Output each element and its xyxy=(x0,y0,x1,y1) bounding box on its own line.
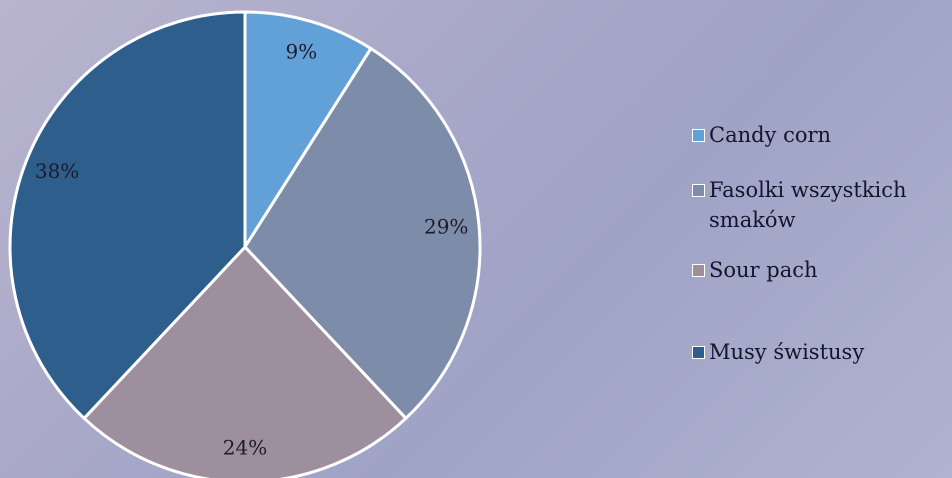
legend-swatch xyxy=(692,184,705,197)
legend-item: Fasolki wszystkich smaków xyxy=(692,175,950,235)
pie-slice xyxy=(82,244,408,478)
legend-swatch xyxy=(692,346,705,359)
data-label: 24% xyxy=(223,436,267,460)
pie-slice xyxy=(243,46,482,421)
data-label: 9% xyxy=(286,39,318,63)
legend-label: Sour pach xyxy=(709,258,818,282)
legend-label: Candy corn xyxy=(709,123,832,147)
legend-swatch xyxy=(692,264,705,277)
legend-label: Musy świstusy xyxy=(709,340,865,364)
data-label: 29% xyxy=(424,214,468,238)
data-label: 38% xyxy=(35,159,79,183)
legend-item: Sour pach xyxy=(692,255,950,285)
legend-label: Fasolki wszystkich smaków xyxy=(709,178,907,232)
legend-item: Candy corn xyxy=(692,120,950,150)
pie-slice xyxy=(243,10,373,253)
pie-slice xyxy=(8,10,247,421)
legend-swatch xyxy=(692,129,705,142)
legend-item: Musy świstusy xyxy=(692,337,950,367)
